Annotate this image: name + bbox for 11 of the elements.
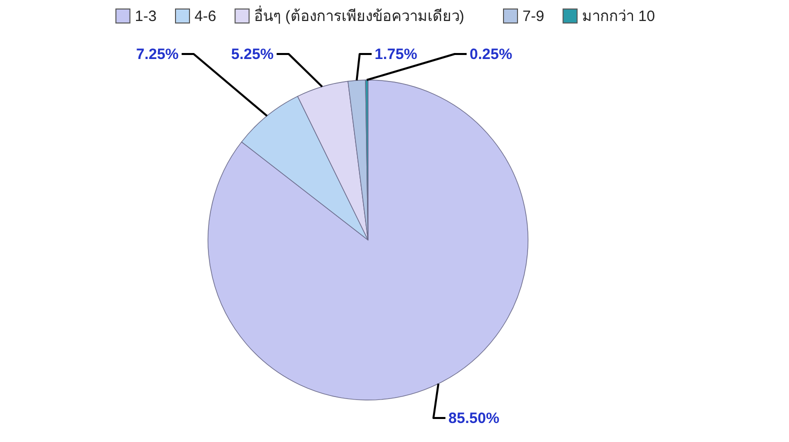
data-label: 5.25% xyxy=(231,46,274,63)
legend-label: มากกว่า 10 xyxy=(582,8,655,25)
data-label: 7.25% xyxy=(136,46,179,63)
data-label: 0.25% xyxy=(470,46,512,63)
legend-label: 7-9 xyxy=(522,8,544,25)
legend-label: 4-6 xyxy=(194,8,216,25)
data-label: 1.75% xyxy=(374,46,418,63)
data-label: 85.50% xyxy=(448,410,500,427)
legend-label: 1-3 xyxy=(134,8,157,25)
legend-label: อื่นๆ (ต้องการเพียงข้อความเดียว) xyxy=(254,5,464,25)
pie-slice xyxy=(208,80,528,400)
